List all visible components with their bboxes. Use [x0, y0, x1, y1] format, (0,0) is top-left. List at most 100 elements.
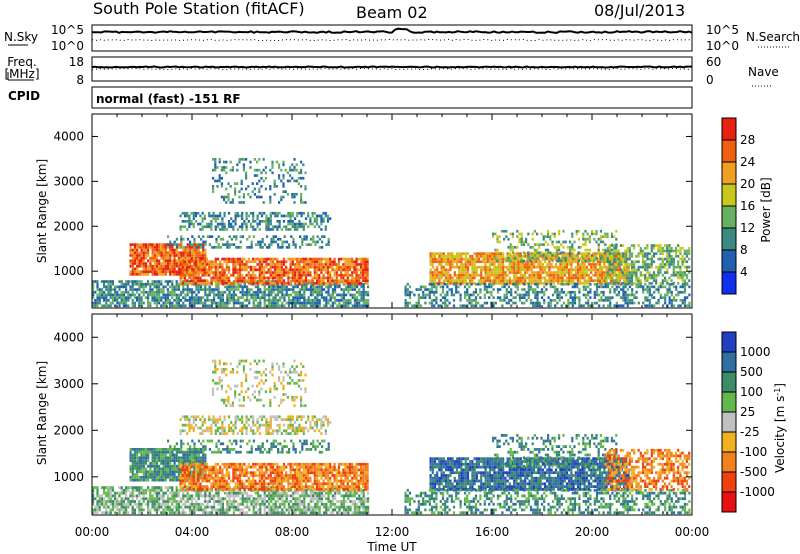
- power-cell: [289, 268, 292, 272]
- power-cell: [490, 301, 493, 305]
- power-cell: [459, 299, 462, 302]
- power-cell: [190, 220, 193, 223]
- velocity-cell: [131, 486, 134, 489]
- power-cell: [666, 268, 669, 272]
- velocity-cell: [120, 508, 123, 512]
- power-cell: [611, 282, 614, 285]
- power-cell: [355, 279, 358, 282]
- power-cell: [593, 293, 596, 297]
- power-cell: [484, 263, 487, 266]
- power-cell: [291, 220, 294, 223]
- power-cell: [468, 299, 471, 302]
- power-cell: [205, 257, 209, 261]
- power-cell: [271, 225, 275, 229]
- power-cell: [282, 190, 285, 193]
- power-cell: [269, 257, 272, 261]
- power-cell: [596, 271, 599, 274]
- power-cell: [466, 257, 470, 261]
- power-cell: [195, 243, 198, 246]
- power-cell: [532, 263, 536, 266]
- power-cell: [595, 232, 598, 236]
- power-cell: [517, 252, 520, 255]
- power-cell: [271, 263, 275, 266]
- power-cell: [580, 246, 583, 249]
- power-cell: [609, 301, 612, 305]
- power-cell: [657, 257, 660, 261]
- power-cell: [272, 285, 275, 289]
- power-cell: [606, 252, 609, 255]
- power-cell: [280, 276, 283, 280]
- power-cell: [435, 296, 438, 299]
- power-cell: [587, 290, 590, 294]
- power-cell: [122, 293, 125, 297]
- power-cell: [512, 296, 515, 299]
- power-cell: [205, 273, 209, 277]
- power-cell: [598, 293, 601, 297]
- power-cell: [293, 168, 296, 172]
- power-cell: [169, 254, 172, 257]
- power-cell: [191, 246, 194, 249]
- power-cell: [245, 263, 248, 266]
- power-cell: [644, 268, 647, 272]
- power-cell: [646, 246, 649, 250]
- power-cell: [276, 285, 279, 289]
- velocity-cell: [105, 505, 108, 509]
- power-cell: [587, 299, 590, 302]
- power-cell: [226, 296, 229, 299]
- power-cell: [486, 260, 489, 264]
- power-cell: [204, 251, 207, 255]
- power-cell: [349, 293, 352, 297]
- power-cell: [283, 296, 286, 299]
- power-cell: [212, 265, 215, 269]
- power-cell: [220, 176, 223, 180]
- velocity-cell: [98, 500, 101, 503]
- power-cell: [151, 290, 154, 294]
- power-cell: [598, 282, 602, 285]
- power-cell: [358, 290, 361, 294]
- power-cell: [289, 282, 292, 285]
- power-cell: [228, 290, 231, 294]
- power-cell: [96, 299, 99, 302]
- velocity-cell: [96, 511, 99, 515]
- power-cell: [210, 265, 213, 269]
- power-cell: [287, 214, 290, 218]
- power-cell: [186, 279, 189, 282]
- power-cell: [164, 243, 167, 246]
- power-cell: [611, 296, 614, 299]
- power-cell: [301, 288, 304, 291]
- power-cell: [282, 176, 285, 180]
- power-cell: [584, 259, 587, 263]
- power-cell: [318, 246, 321, 249]
- power-cell: [263, 304, 266, 308]
- power-cell: [505, 288, 508, 291]
- power-cell: [191, 243, 194, 246]
- power-cell: [96, 288, 99, 291]
- power-cell: [504, 273, 507, 277]
- power-cell: [292, 304, 295, 308]
- power-cell: [232, 299, 235, 302]
- power-cell: [300, 268, 303, 272]
- power-cell: [247, 282, 250, 285]
- power-cell: [480, 273, 483, 277]
- power-cell: [276, 271, 279, 274]
- power-cell: [578, 290, 581, 294]
- power-cell: [217, 290, 220, 294]
- power-cell: [191, 264, 194, 268]
- power-cell: [642, 290, 645, 294]
- power-cell: [357, 273, 360, 277]
- power-cell: [129, 254, 132, 257]
- power-cell: [314, 304, 317, 308]
- power-cell: [532, 279, 536, 282]
- power-cell: [240, 179, 243, 183]
- power-cell: [226, 288, 229, 291]
- power-cell: [98, 288, 101, 291]
- power-cell: [446, 299, 449, 302]
- power-cell: [234, 265, 237, 269]
- power-cell: [549, 285, 552, 289]
- power-cell: [201, 211, 204, 215]
- power-cell: [136, 248, 139, 252]
- power-cell: [331, 279, 334, 282]
- power-cell: [265, 220, 268, 223]
- power-cell: [265, 280, 268, 283]
- power-cell: [604, 251, 607, 255]
